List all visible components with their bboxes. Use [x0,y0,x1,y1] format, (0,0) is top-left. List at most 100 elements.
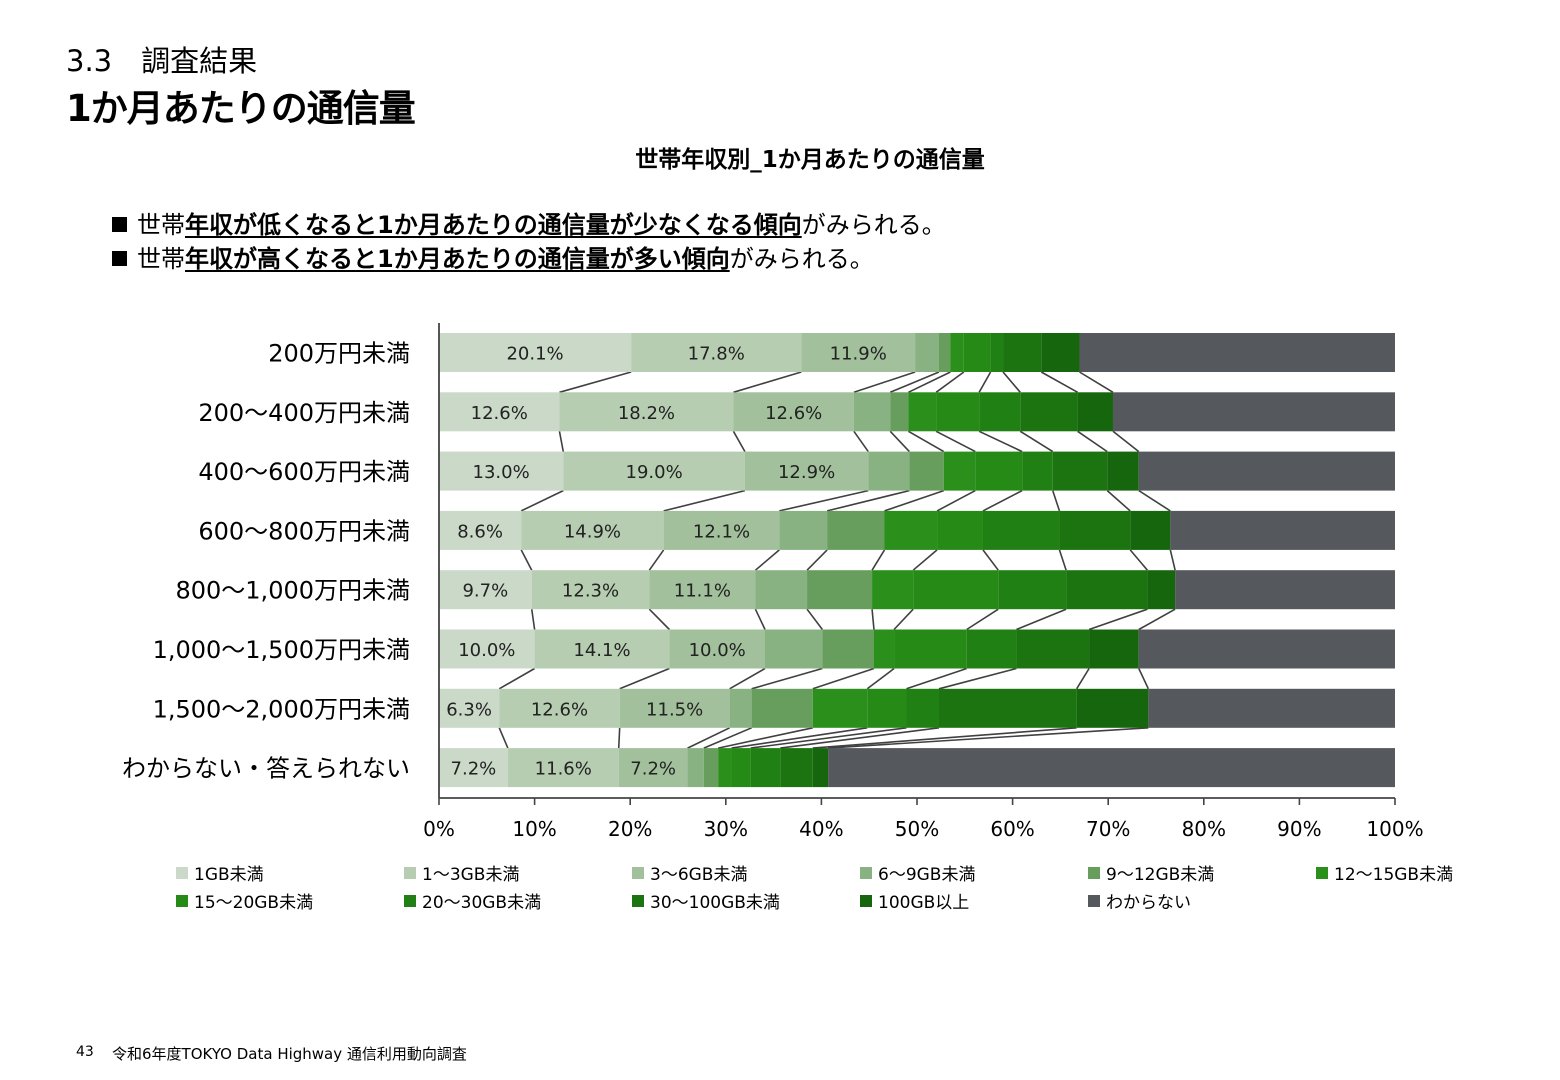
series-connector-line [978,371,992,393]
series-connector-line [1040,371,1078,393]
series-connector-line [806,608,823,630]
bar-segment-7 [975,451,1023,491]
series-connector-line [1019,430,1054,453]
legend-swatch [404,867,416,879]
series-connector-line [889,430,910,453]
bar-segment-7 [937,510,983,550]
bar-segment-10 [1147,570,1176,610]
bar-segment-2 [531,570,650,610]
bar-segment-5 [807,570,873,610]
data-label: 13.0% [473,462,530,483]
series-connector-line [530,609,536,630]
legend-swatch [176,895,188,907]
series-connector-line [754,549,780,571]
series-connector-line [1138,668,1150,690]
bar-segment-8 [906,688,939,728]
bar-segment-3 [669,629,765,669]
bullet-text-post: がみられる。 [729,245,874,273]
series-connector-line [935,430,976,453]
bar-segment-10 [1077,392,1113,432]
series-connector-line [828,727,1149,749]
bar-segment-2 [563,451,745,491]
x-tick-label: 40% [799,817,843,841]
bar-segment-11 [1170,510,1395,550]
bar-segment-6 [718,748,732,788]
category-label: わからない・答えられない [122,755,410,783]
x-tick-label: 90% [1277,817,1321,841]
bar-segment-3 [619,688,730,728]
series-connector-line [1169,549,1176,571]
bar-segment-8 [998,570,1067,610]
series-connector-line [1016,608,1067,631]
bar-segment-7 [936,392,980,432]
bar-segment-5 [751,688,813,728]
footer-text: 令和6年度TOKYO Data Highway 通信利用動向調査 [112,1045,467,1063]
legend-swatch [404,895,416,907]
legend-swatch [1316,867,1328,879]
series-connector-line [687,727,730,749]
bar-segment-10 [1089,629,1139,669]
series-connector-line [982,549,999,571]
bullet-text-post: がみられる。 [801,211,946,239]
legend-entry: 15～20GB未満 [194,893,313,913]
bar-segment-10 [1076,688,1149,728]
bullet-list: 世帯年収が低くなると1か月あたりの通信量が少なくなる傾向がみられる。 世帯年収が… [112,208,946,276]
series-connector-line [1112,430,1140,453]
series-connector-line [806,549,828,571]
bar-segment-9 [1066,570,1148,610]
bar-segment-5 [703,748,719,788]
series-connector-line [853,430,869,453]
bar-segment-10 [1107,451,1139,491]
series-connector-line [966,608,999,631]
x-tick-label: 20% [608,817,652,841]
bar-segment-4 [779,510,828,550]
series-connector-line [884,489,945,512]
series-connector-line [619,667,670,690]
bar-segment-10 [1041,333,1080,372]
data-label: 6.3% [446,699,492,720]
bar-segment-11 [1079,333,1395,372]
bar-segment-2 [559,392,734,432]
bar-segment-8 [966,629,1017,669]
data-label: 10.0% [689,640,746,661]
data-label: 11.5% [646,699,703,720]
bar-segment-11 [1175,570,1395,610]
bar-segment-4 [915,333,939,372]
bar-segment-3 [744,451,869,491]
series-connector-line [1138,489,1171,512]
bar-segment-4 [755,570,808,610]
bar-segment-4 [868,451,910,491]
bar-segment-2 [499,688,620,728]
bar-segment-5 [822,629,874,669]
series-connector-line [907,430,945,453]
series-connector-line [1002,371,1021,393]
legend-entry: 3～6GB未満 [650,865,747,885]
data-label: 12.6% [471,403,528,424]
bar-segment-11 [1148,688,1395,728]
legend-entry: 1～3GB未満 [422,865,519,885]
bar-segment-9 [780,748,813,788]
series-connector-line [1077,430,1108,453]
series-connector-line [982,489,1023,512]
series-connector-line [731,727,868,749]
legend-swatch [1088,895,1100,907]
x-tick-label: 70% [1086,817,1130,841]
bar-segment-6 [950,333,964,372]
chart-title: 世帯年収別_1か月あたりの通信量 [635,147,985,173]
legend-entry: 30～100GB未満 [650,893,780,913]
bar-segment-6 [872,570,914,610]
category-label: 1,000～1,500万円未満 [153,636,410,664]
data-label: 10.0% [458,640,515,661]
bullet-text-emphasis: 年収が低くなると1か月あたりの通信量が少なくなる傾向 [185,211,802,239]
bar-segment-9 [1020,392,1078,432]
legend-entry: 6～9GB未満 [878,865,975,885]
series-connector-line [935,371,965,393]
bar-segment-2 [507,748,619,788]
bullet-item: 世帯年収が低くなると1か月あたりの通信量が少なくなる傾向がみられる。 [112,208,946,242]
series-connector-line [853,371,916,394]
series-connector-line [648,608,670,631]
bar-segment-10 [812,748,829,788]
bar-segment-8 [979,392,1021,432]
bar-segment-2 [631,333,802,372]
x-tick-label: 0% [423,817,455,841]
